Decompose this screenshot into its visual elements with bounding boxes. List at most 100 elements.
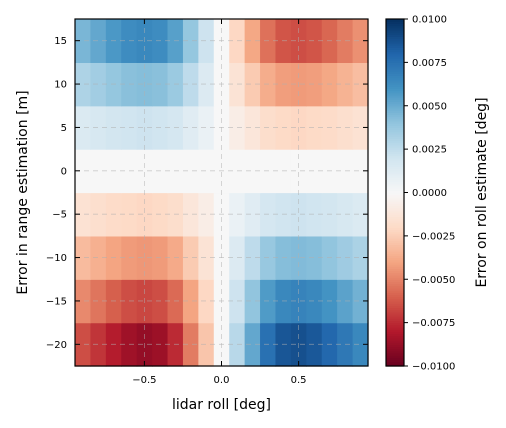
colorbar-band	[386, 307, 404, 311]
colorbar-band	[386, 320, 404, 324]
colorbar-band	[386, 110, 404, 113]
colorbar-band	[386, 133, 404, 137]
colorbar-tick-label: 0.0025	[412, 145, 447, 156]
colorbar-band	[386, 146, 404, 150]
colorbar-band	[386, 279, 404, 283]
x-axis-label: lidar roll [deg]	[172, 397, 271, 413]
heatmap-cell	[90, 279, 107, 324]
colorbar-band	[386, 281, 404, 285]
colorbar-band	[386, 140, 404, 144]
colorbar-band	[386, 51, 404, 55]
colorbar-band	[386, 270, 404, 274]
colorbar-band	[386, 40, 404, 44]
colorbar-band	[386, 114, 404, 118]
heatmap-cell	[290, 149, 307, 194]
colorbar: −0.0100 −0.0075 −0.0050 −0.0025 0.0000 0.0025…	[385, 15, 490, 373]
heatmap-cell	[352, 322, 369, 367]
colorbar-band	[386, 229, 404, 233]
colorbar-band	[386, 66, 404, 70]
colorbar-band	[386, 257, 404, 261]
heatmap-cell	[352, 192, 369, 237]
colorbar-band	[386, 188, 404, 191]
colorbar-band	[386, 177, 404, 181]
heatmap-cell	[352, 149, 369, 194]
heatmap-cell	[136, 149, 153, 194]
colorbar-band	[386, 222, 404, 226]
colorbar-band	[386, 218, 404, 222]
colorbar-tick-label: −0.0025	[412, 231, 455, 242]
colorbar-band	[386, 277, 404, 280]
colorbar-band	[386, 62, 404, 66]
colorbar-band	[386, 179, 404, 183]
colorbar-band	[386, 49, 404, 53]
colorbar-band	[386, 153, 404, 157]
colorbar-band	[386, 342, 404, 345]
heatmap-cell	[182, 149, 199, 194]
colorbar-band	[386, 201, 404, 204]
colorbar-band	[386, 81, 404, 85]
colorbar-ticks: −0.0100 −0.0075 −0.0050 −0.0025 0.0000 0.0025…	[404, 15, 455, 373]
colorbar-band	[386, 144, 404, 148]
heatmap-cell	[182, 322, 199, 367]
heatmap-cell	[306, 62, 323, 107]
colorbar-band	[386, 361, 404, 365]
colorbar-band	[386, 159, 404, 163]
y-tick-label: 0	[61, 166, 67, 177]
colorbar-band	[386, 283, 404, 287]
colorbar-band	[386, 240, 404, 243]
colorbar-band	[386, 216, 404, 220]
heatmap-cell	[90, 105, 107, 150]
colorbar-band	[386, 227, 404, 230]
colorbar-band	[386, 164, 404, 168]
heatmap-cell	[244, 19, 261, 63]
colorbar-band	[386, 60, 404, 63]
colorbar-band	[386, 259, 404, 263]
colorbar-band	[386, 45, 404, 48]
heatmap-cell	[198, 235, 215, 280]
colorbar-band	[386, 355, 404, 358]
grid-lines	[75, 19, 368, 366]
colorbar-band	[386, 88, 404, 92]
colorbar-tick-label: 0.0100	[412, 15, 447, 26]
colorbar-band	[386, 246, 404, 250]
y-tick-label: −5	[52, 210, 67, 221]
y-tick-label: −10	[46, 253, 67, 264]
colorbar-band	[386, 272, 404, 276]
colorbar-band	[386, 21, 404, 24]
colorbar-band	[386, 75, 404, 79]
colorbar-band	[386, 233, 404, 237]
heatmap-cell	[182, 105, 199, 150]
heatmap-cell	[244, 105, 261, 150]
heatmap-cell	[182, 19, 199, 63]
heatmap-cell	[90, 322, 107, 367]
colorbar-band	[386, 36, 404, 40]
colorbar-band	[386, 329, 404, 332]
colorbar-band	[386, 123, 404, 126]
heatmap-cell	[75, 235, 92, 280]
colorbar-band	[386, 303, 404, 306]
colorbar-band	[386, 225, 404, 228]
heatmap-cell	[136, 192, 153, 237]
colorbar-band	[386, 190, 404, 194]
colorbar-band	[386, 86, 404, 89]
colorbar-band	[386, 251, 404, 254]
heatmap-cell	[306, 235, 323, 280]
colorbar-band	[386, 324, 404, 328]
colorbar-band	[386, 305, 404, 309]
heatmap-cell	[244, 235, 261, 280]
colorbar-band	[386, 244, 404, 248]
colorbar-band	[386, 138, 404, 142]
colorbar-band	[386, 55, 404, 59]
colorbar-band	[386, 170, 404, 174]
colorbar-band	[386, 53, 404, 57]
colorbar-band	[386, 71, 404, 74]
colorbar-band	[386, 79, 404, 83]
colorbar-band	[386, 209, 404, 213]
colorbar-band	[386, 214, 404, 217]
colorbar-band	[386, 142, 404, 146]
heatmap-cell	[306, 149, 323, 194]
colorbar-band	[386, 287, 404, 291]
heatmap-cell	[90, 235, 107, 280]
colorbar-band	[386, 34, 404, 37]
colorbar-band	[386, 90, 404, 94]
